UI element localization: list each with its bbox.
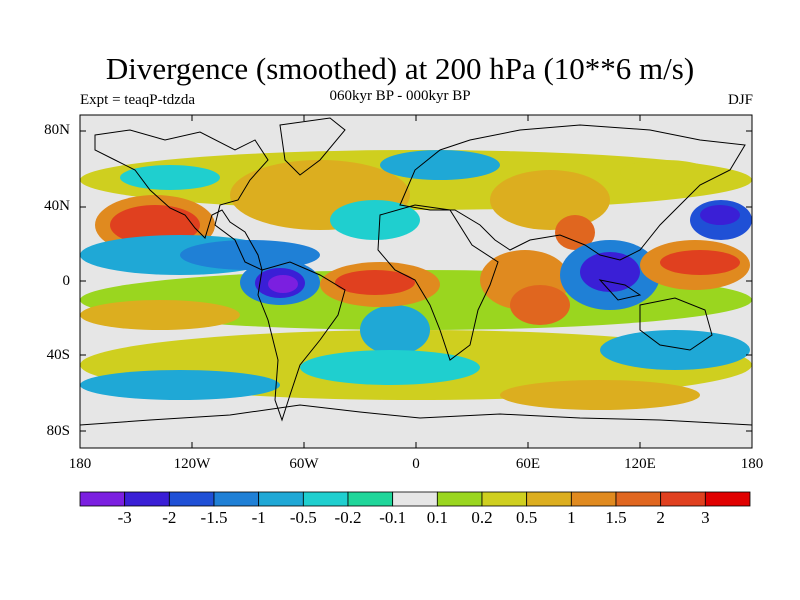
colorbar-swatch-13 [660,491,706,507]
lat-label-80n: 80N [44,122,70,138]
colorbar-swatch-1 [124,491,170,507]
coast-north-america [94,129,269,271]
field-region-6 [110,205,200,245]
field-region-22 [660,250,740,275]
colorbar-label: -3 [117,508,132,527]
colorbar [79,491,751,507]
lat-label-80s: 80S [46,423,70,439]
axis-ticks [79,115,753,448]
field-region-18 [555,215,595,250]
plot-title: Divergence (smoothed) at 200 hPa (10**6 … [105,51,695,86]
colorbar-swatch-10 [526,491,572,507]
field-region-30 [380,150,500,180]
colorbar-swatch-12 [615,491,662,507]
divergence-field [80,150,752,410]
field-region-28 [600,330,750,370]
lon-label-180e: 180 [740,456,764,472]
coast-australia [639,297,713,351]
coastlines [79,117,753,426]
colorbar-label: -2 [162,508,177,527]
field-region-25 [80,370,280,400]
colorbar-label: 0.5 [516,508,538,527]
colorbar-swatch-2 [168,491,215,507]
colorbar-swatch-3 [213,491,260,507]
colorbar-label: -0.5 [289,508,317,527]
coast-eurasia [399,124,746,261]
lon-label-180w: 180 [68,456,92,472]
field-region-20 [580,252,640,292]
colorbar-label: 3 [701,508,710,527]
colorbar-swatch-9 [481,491,528,507]
field-region-32 [620,160,710,185]
colorbar-label: 2 [656,508,665,527]
field-region-17 [510,285,570,325]
lat-label-40n: 40N [44,198,70,214]
colorbar-label: -0.1 [379,508,407,527]
colorbar-label: 1.5 [605,508,627,527]
colorbar-label: -1 [251,508,266,527]
colorbar-swatch-4 [258,491,304,507]
season-label: DJF [727,92,753,108]
field-region-24 [700,205,740,225]
coast-islands [598,279,642,301]
colorbar-label: 0.2 [471,508,493,527]
coast-south-america [257,261,346,422]
field-region-27 [500,380,700,410]
colorbar-swatch-14 [704,491,751,507]
colorbar-swatch-11 [570,491,617,507]
coast-antarctica [79,404,753,426]
colorbar-label: 1 [567,508,576,527]
field-region-15 [335,270,415,295]
colorbar-swatch-0 [79,491,126,507]
lon-label-120e: 120E [624,456,656,472]
field-region-4 [490,170,610,230]
lon-label-0: 0 [412,456,420,472]
field-region-29 [80,300,240,330]
field-region-26 [300,350,480,385]
colorbar-swatch-5 [302,491,349,507]
colorbar-label: 0.1 [426,508,448,527]
field-region-10 [360,305,430,355]
period-label: 060kyr BP - 000kyr BP [329,88,471,104]
colorbar-swatch-8 [436,491,483,507]
lon-label-60w: 60W [289,456,319,472]
lat-label-eq: 0 [62,273,71,289]
colorbar-label: -0.2 [334,508,362,527]
colorbar-label: -1.5 [200,508,228,527]
colorbar-swatch-7 [392,491,438,507]
lon-label-120w: 120W [173,456,211,472]
coast-africa [377,204,499,361]
colorbar-swatch-6 [347,491,394,507]
field-region-13 [268,275,298,293]
experiment-label: Expt = teaqP-tdzda [80,92,196,108]
lon-label-60e: 60E [515,456,541,472]
lat-label-40s: 40S [46,347,70,363]
coast-greenland [279,117,346,176]
field-region-31 [120,165,220,190]
